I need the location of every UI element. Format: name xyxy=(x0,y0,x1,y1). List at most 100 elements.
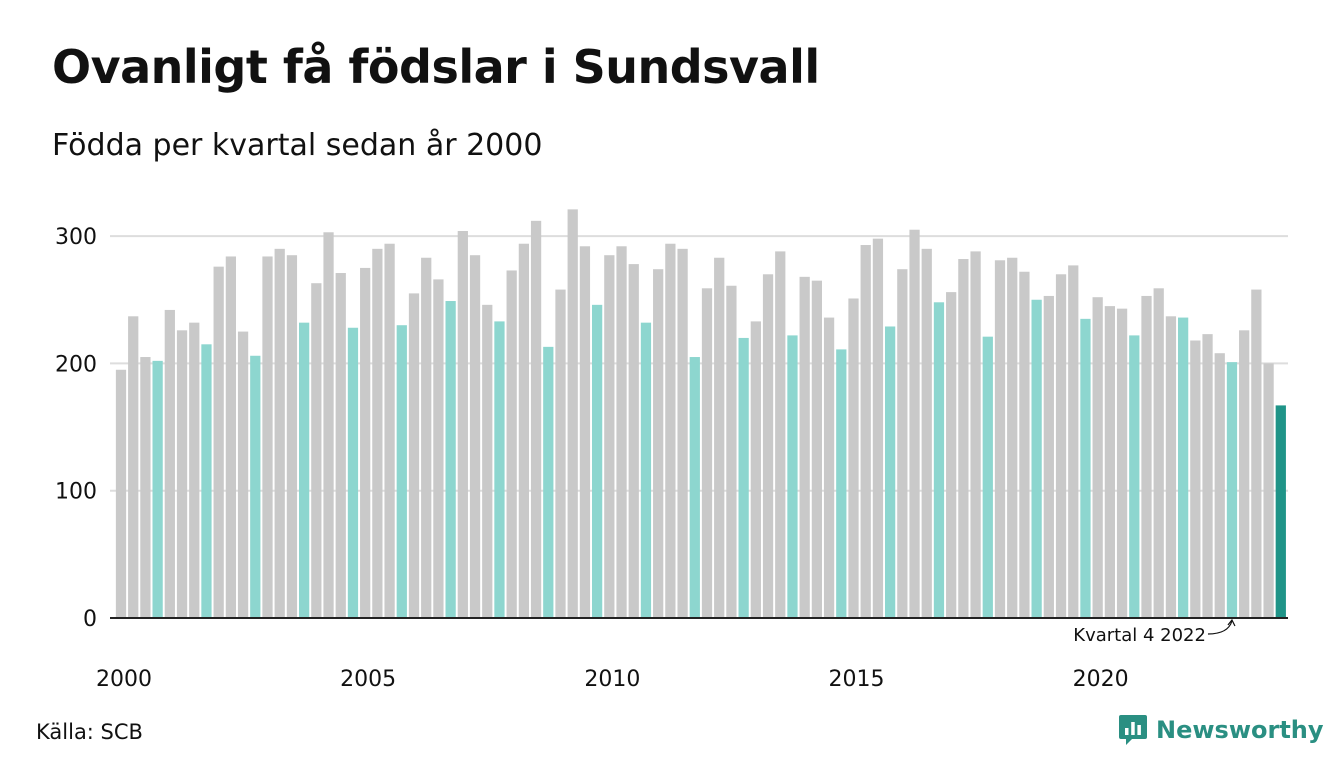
bar-2019-Q1 xyxy=(1043,295,1054,618)
bar-2021-Q1 xyxy=(1141,295,1152,618)
bar-2001-Q1 xyxy=(164,309,175,618)
bar-2017-Q4 xyxy=(982,336,993,618)
bar-2020-Q3 xyxy=(1116,308,1128,618)
bar-2002-Q2 xyxy=(225,256,237,618)
bar-2005-Q3 xyxy=(384,243,395,618)
bar-2008-Q1 xyxy=(506,270,517,618)
bar-2019-Q3 xyxy=(1068,265,1079,618)
y-tick-label: 0 xyxy=(83,607,97,632)
bar-2006-Q4 xyxy=(445,301,456,618)
annotation-arrowhead xyxy=(1227,618,1236,627)
bar-2003-Q2 xyxy=(274,248,285,618)
bar-2014-Q4 xyxy=(836,349,847,618)
bar-2017-Q1 xyxy=(946,292,957,618)
x-tick-label: 2020 xyxy=(1073,667,1129,692)
bar-2022-Q3 xyxy=(1214,353,1225,618)
bar-2003-Q3 xyxy=(286,255,298,618)
bar-2016-Q2 xyxy=(909,229,920,619)
bar-2022-Q2 xyxy=(1202,334,1213,618)
bar-2014-Q2 xyxy=(811,280,823,618)
brand-name: Newsworthy xyxy=(1156,716,1324,744)
bar-2004-Q1 xyxy=(311,283,322,618)
bar-2023-Q1 xyxy=(1239,330,1250,618)
bar-2016-Q1 xyxy=(897,269,908,618)
y-tick-label: 100 xyxy=(55,480,97,505)
bar-2012-Q3 xyxy=(726,285,737,618)
bar-2013-Q3 xyxy=(775,251,786,618)
bar-2015-Q2 xyxy=(860,245,871,619)
source-note: Källa: SCB xyxy=(36,720,143,744)
bar-2003-Q4 xyxy=(298,322,310,618)
bar-2011-Q3 xyxy=(677,248,688,618)
bar-2001-Q4 xyxy=(201,344,212,618)
bar-2011-Q1 xyxy=(653,269,664,618)
bar-2017-Q3 xyxy=(970,251,981,618)
bar-2023-Q3 xyxy=(1263,363,1274,618)
bar-2007-Q1 xyxy=(457,231,468,618)
bar-2013-Q1 xyxy=(750,321,761,618)
bar-2015-Q1 xyxy=(848,298,859,618)
x-tick-label: 2005 xyxy=(340,667,396,692)
bar-2014-Q1 xyxy=(799,276,810,618)
bar-2015-Q4 xyxy=(884,326,896,618)
bar-2017-Q2 xyxy=(958,259,969,618)
bar-2021-Q2 xyxy=(1153,288,1164,618)
bar-2006-Q1 xyxy=(408,293,420,618)
bar-2023-Q4 xyxy=(1275,405,1286,618)
bar-2022-Q1 xyxy=(1190,340,1201,618)
bar-2008-Q3 xyxy=(530,220,542,618)
bar-2010-Q2 xyxy=(616,246,627,618)
bar-2002-Q1 xyxy=(213,266,224,618)
bar-2009-Q3 xyxy=(579,246,591,618)
bar-2015-Q3 xyxy=(872,238,884,618)
bar-2011-Q2 xyxy=(665,243,676,618)
bar-2007-Q3 xyxy=(482,304,493,618)
bar-2000-Q4 xyxy=(152,360,163,618)
bar-2023-Q2 xyxy=(1251,289,1262,618)
x-tick-label: 2015 xyxy=(829,667,885,692)
y-axis-ticks: 0 100 200 300 xyxy=(55,225,97,632)
bar-2003-Q1 xyxy=(262,256,273,618)
bar-2011-Q4 xyxy=(689,357,700,618)
bar-2018-Q1 xyxy=(994,260,1006,618)
bar-2016-Q3 xyxy=(921,248,932,618)
bar-2021-Q3 xyxy=(1165,316,1177,618)
bar-2010-Q4 xyxy=(640,322,652,618)
annotation-arrow xyxy=(1207,620,1233,635)
bar-2020-Q2 xyxy=(1104,306,1116,618)
bar-2021-Q4 xyxy=(1177,317,1189,618)
bar-2009-Q4 xyxy=(591,304,603,618)
x-tick-label: 2000 xyxy=(96,667,152,692)
bar-2018-Q4 xyxy=(1031,299,1042,618)
newsworthy-logo-icon xyxy=(1119,715,1147,745)
bar-chart: 0 100 200 300 2000 2005 2010 2015 2020 Kvartal … xyxy=(55,209,1288,692)
bar-2019-Q2 xyxy=(1055,274,1067,618)
bar-2001-Q3 xyxy=(189,322,200,618)
bar-2006-Q2 xyxy=(421,257,432,618)
bar-2012-Q2 xyxy=(714,257,725,618)
bar-2009-Q1 xyxy=(555,289,566,618)
bar-2002-Q3 xyxy=(237,331,249,618)
bar-2020-Q1 xyxy=(1092,297,1103,618)
bar-2008-Q2 xyxy=(518,243,530,618)
x-axis-ticks: 2000 2005 2010 2015 2020 xyxy=(96,667,1129,692)
bar-2013-Q4 xyxy=(787,335,798,618)
bars xyxy=(115,209,1286,619)
annotation-label: Kvartal 4 2022 xyxy=(1073,625,1206,646)
bar-2001-Q2 xyxy=(176,330,188,618)
bar-2008-Q4 xyxy=(543,346,554,618)
bar-2005-Q2 xyxy=(372,248,383,618)
bar-2022-Q4 xyxy=(1226,362,1238,618)
bar-2007-Q2 xyxy=(469,255,481,618)
annotation: Kvartal 4 2022 xyxy=(1073,618,1236,646)
brand-logo[interactable]: Newsworthy xyxy=(1118,713,1324,747)
bar-2007-Q4 xyxy=(494,321,505,618)
bar-2006-Q3 xyxy=(433,279,444,618)
bar-2020-Q4 xyxy=(1129,335,1140,618)
chart-title: Ovanligt få födslar i Sundsvall xyxy=(52,40,820,94)
bar-2016-Q4 xyxy=(933,302,945,618)
bar-2009-Q2 xyxy=(567,209,578,618)
bar-2018-Q2 xyxy=(1007,257,1018,618)
bar-2014-Q3 xyxy=(823,317,835,618)
bar-2010-Q1 xyxy=(604,255,615,618)
